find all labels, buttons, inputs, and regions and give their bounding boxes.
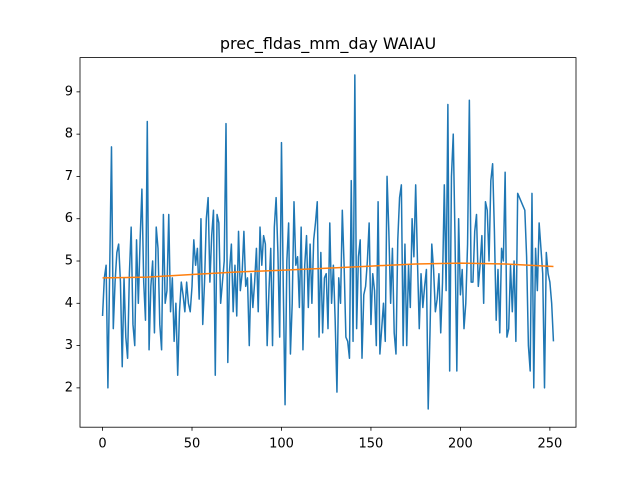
- y-tick-label: 5: [65, 254, 73, 269]
- y-tick-label: 7: [65, 169, 73, 184]
- series-line: [102, 262, 554, 279]
- x-tick-label: 0: [98, 437, 106, 452]
- series-line: [101, 74, 555, 410]
- x-tick-label: 150: [359, 437, 384, 452]
- chart-title: prec_fldas_mm_day WAIAU: [220, 34, 436, 54]
- plot-frame: [79, 57, 577, 428]
- y-tick-label: 4: [65, 296, 73, 311]
- x-tick-label: 200: [448, 437, 473, 452]
- x-tick-label: 100: [269, 437, 294, 452]
- y-tick-label: 3: [65, 338, 73, 353]
- y-tick-label: 2: [65, 380, 73, 395]
- y-tick-label: 9: [65, 84, 73, 99]
- x-tick-label: 50: [184, 437, 201, 452]
- x-tick-label: 250: [537, 437, 562, 452]
- y-tick-label: 8: [65, 127, 73, 142]
- y-tick-label: 6: [65, 211, 73, 226]
